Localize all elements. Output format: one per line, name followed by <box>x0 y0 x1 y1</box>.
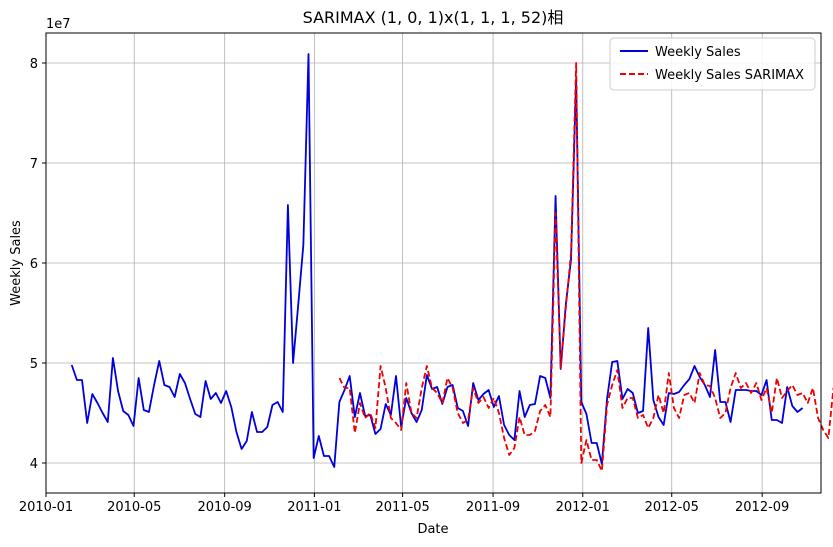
x-tick-label: 2011-09 <box>466 500 520 515</box>
y-tick-label: 4 <box>30 457 38 472</box>
x-tick-label: 2010-05 <box>107 500 161 515</box>
y-tick-label: 5 <box>30 357 38 372</box>
y-axis-ticks: 4 5 6 7 8 <box>30 57 46 472</box>
legend-box <box>609 37 816 91</box>
x-tick-label: 2011-01 <box>287 500 341 515</box>
x-tick-label: 2012-05 <box>645 500 699 515</box>
y-tick-label: 7 <box>30 157 38 172</box>
legend: Weekly Sales Weekly Sales SARIMAX <box>609 37 816 91</box>
chart-title: SARIMAX (1, 0, 1)x(1, 1, 1, 52)相 <box>303 8 564 27</box>
legend-label-weekly-sales: Weekly Sales <box>655 45 741 60</box>
y-tick-label: 8 <box>30 57 38 72</box>
x-tick-label: 2012-09 <box>735 500 789 515</box>
series-line-weekly-sales <box>70 53 804 468</box>
x-tick-label: 2011-05 <box>375 500 429 515</box>
x-tick-label: 2012-01 <box>556 500 610 515</box>
series-line-weekly-sales-sarimax <box>338 62 833 472</box>
legend-label-weekly-sales-sarimax: Weekly Sales SARIMAX <box>655 68 804 83</box>
x-tick-label: 2010-09 <box>198 500 252 515</box>
y-offset-label: 1e7 <box>46 17 71 32</box>
x-axis-label: Date <box>417 522 448 537</box>
y-tick-label: 6 <box>30 257 38 272</box>
x-tick-label: 2010-01 <box>19 500 73 515</box>
grid <box>45 33 821 493</box>
x-axis-ticks: 2010-01 2010-05 2010-09 2011-01 2011-05 2011-… <box>19 493 789 515</box>
y-axis-label: Weekly Sales <box>9 220 24 306</box>
series-lines <box>70 53 833 472</box>
